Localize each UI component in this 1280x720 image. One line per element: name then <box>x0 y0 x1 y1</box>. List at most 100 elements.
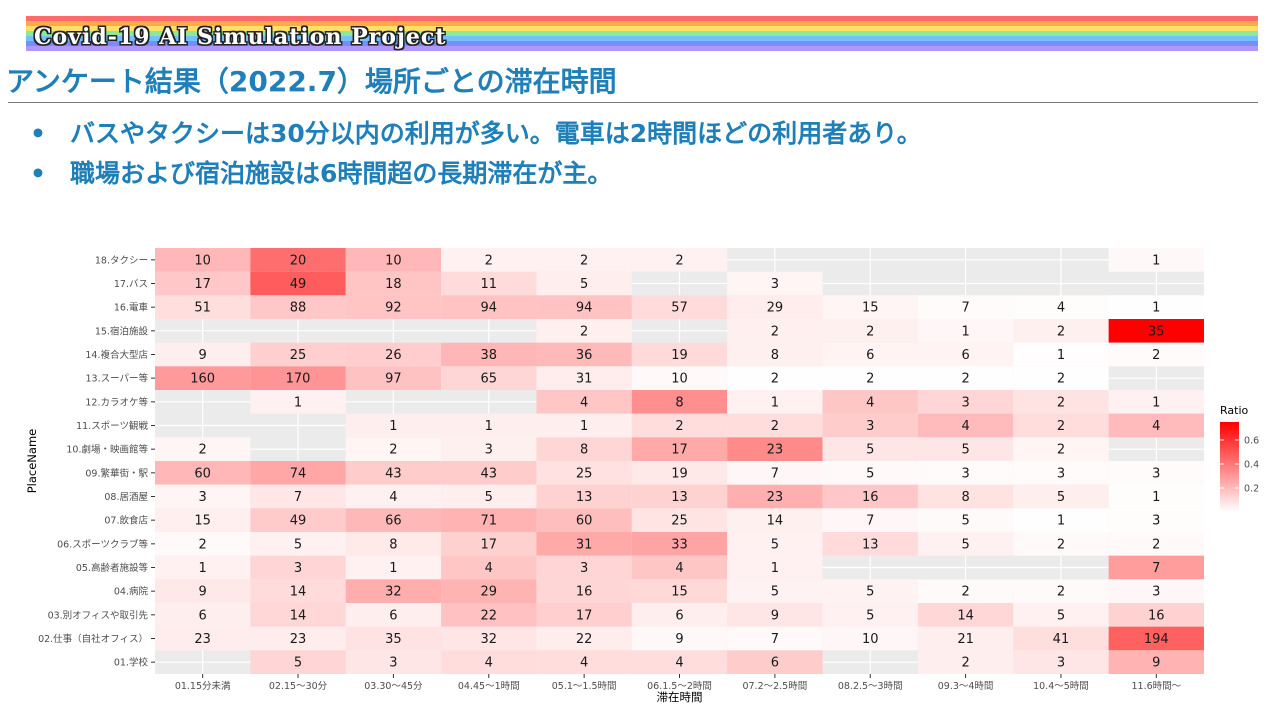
cell-label: 2 <box>1057 537 1065 552</box>
heatmap-cell <box>631 390 728 414</box>
cell-label: 60 <box>194 466 211 481</box>
cell-label: 19 <box>671 348 688 363</box>
heatmap-cell <box>536 532 632 556</box>
heatmap-cell <box>1013 508 1109 532</box>
heatmap-cell <box>631 650 728 674</box>
heatmap-cell <box>631 366 728 390</box>
cell-label: 16 <box>862 490 879 505</box>
heatmap-cell <box>822 295 918 319</box>
heatmap-cell <box>250 342 346 367</box>
cell-label: 2 <box>771 419 779 434</box>
heatmap-cell <box>441 366 537 390</box>
cell-label: 160 <box>190 372 215 387</box>
heatmap-cell <box>727 342 823 367</box>
heatmap-cell <box>536 650 632 674</box>
cell-label: 1 <box>1152 253 1160 268</box>
cell-label: 7 <box>294 490 302 505</box>
cell-label: 8 <box>771 348 779 363</box>
y-tick-label: 05.高齢者施設等 <box>76 562 149 574</box>
heatmap-cell <box>631 461 728 485</box>
cell-label: 5 <box>580 277 588 292</box>
cell-label: 2 <box>675 419 683 434</box>
heatmap-cell <box>345 366 442 390</box>
cell-label: 97 <box>385 372 402 387</box>
x-tick-label: 10.4～5時間 <box>1033 681 1089 692</box>
heatmap-cell <box>917 366 1014 390</box>
heatmap-cell <box>345 650 442 674</box>
heatmap-cell <box>250 461 346 485</box>
cell-label: 5 <box>961 514 969 529</box>
legend-colorbar <box>1220 422 1239 512</box>
heatmap-cell <box>345 461 442 485</box>
cell-label: 2 <box>580 324 588 339</box>
cell-label: 29 <box>480 585 497 600</box>
bullet-list: • バスやタクシーは30分以内の利用が多い。電車は2時間ほどの利用者あり。 • 職場… <box>30 114 922 194</box>
cell-label: 2 <box>199 537 207 552</box>
cell-label: 10 <box>385 253 402 268</box>
heatmap-cell <box>345 603 442 627</box>
cell-label: 5 <box>294 537 302 552</box>
cell-label: 2 <box>675 253 683 268</box>
cell-label: 4 <box>675 561 683 576</box>
cell-label: 35 <box>1148 324 1165 339</box>
heatmap-cell <box>917 626 1014 651</box>
cell-label: 92 <box>385 301 402 316</box>
rainbow-stripe <box>26 21 1258 26</box>
legend-tick-label: 0.2 <box>1244 484 1259 495</box>
x-tick-label: 06.1.5～2時間 <box>647 681 712 692</box>
rainbow-stripe <box>26 16 1258 21</box>
heatmap-cell <box>155 366 251 390</box>
cell-label: 1 <box>1152 301 1160 316</box>
heatmap-cell <box>917 319 1014 343</box>
cell-label: 65 <box>480 372 497 387</box>
heatmap-cell <box>250 603 346 627</box>
heatmap-cell <box>155 248 251 272</box>
heatmap-cell <box>727 295 823 319</box>
x-tick-label: 05.1～1.5時間 <box>552 681 617 692</box>
cell-label: 6 <box>199 608 207 623</box>
heatmap-cell <box>345 295 442 319</box>
x-tick-label: 07.2～2.5時間 <box>742 681 807 692</box>
cell-label: 7 <box>1152 561 1160 576</box>
heatmap-cell <box>727 603 823 627</box>
y-tick-label: 09.繁華街・駅 <box>85 467 148 479</box>
heatmap-cell <box>1013 626 1109 651</box>
y-tick-label: 13.スーパー等 <box>85 373 148 385</box>
heatmap-cell <box>1108 319 1204 343</box>
cell-label: 32 <box>480 632 497 647</box>
heatmap-cell <box>917 532 1014 556</box>
heatmap-cell <box>1108 650 1204 674</box>
heatmap-cell <box>1013 579 1109 603</box>
y-tick-label: 08.居酒屋 <box>104 492 148 503</box>
heatmap-cell <box>1108 603 1204 627</box>
cell-label: 8 <box>675 395 683 410</box>
cell-label: 49 <box>290 514 307 529</box>
cell-label: 23 <box>767 490 784 505</box>
y-tick-label: 12.カラオケ等 <box>85 396 148 408</box>
heatmap-cell <box>155 437 251 461</box>
x-tick-label: 01.15分未満 <box>175 680 231 692</box>
x-tick-label: 11.6時間～ <box>1131 681 1181 692</box>
cell-label: 4 <box>1152 419 1160 434</box>
cell-label: 25 <box>576 466 593 481</box>
heatmap-cell <box>727 319 823 343</box>
heatmap-cell <box>727 555 823 580</box>
cell-label: 3 <box>199 490 207 505</box>
cell-label: 41 <box>1053 632 1070 647</box>
x-tick-label: 03.30～45分 <box>364 681 423 692</box>
heatmap-cell <box>1013 484 1109 509</box>
cell-label: 4 <box>389 490 397 505</box>
heatmap-cell <box>250 555 346 580</box>
heatmap-cell <box>441 484 537 509</box>
heatmap-cell <box>1108 390 1204 414</box>
cell-label: 32 <box>385 585 402 600</box>
heatmap-cell <box>1108 508 1204 532</box>
cell-label: 3 <box>866 419 874 434</box>
cell-label: 1 <box>771 561 779 576</box>
cell-label: 22 <box>576 632 593 647</box>
heatmap-cell <box>631 603 728 627</box>
heatmap-cell <box>822 461 918 485</box>
heatmap-cell <box>727 271 823 296</box>
heatmap-cell <box>822 437 918 461</box>
